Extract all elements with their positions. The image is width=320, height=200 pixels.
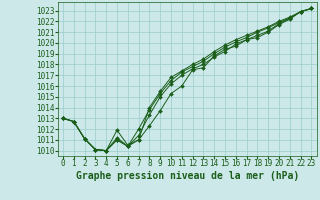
X-axis label: Graphe pression niveau de la mer (hPa): Graphe pression niveau de la mer (hPa) [76,171,299,181]
